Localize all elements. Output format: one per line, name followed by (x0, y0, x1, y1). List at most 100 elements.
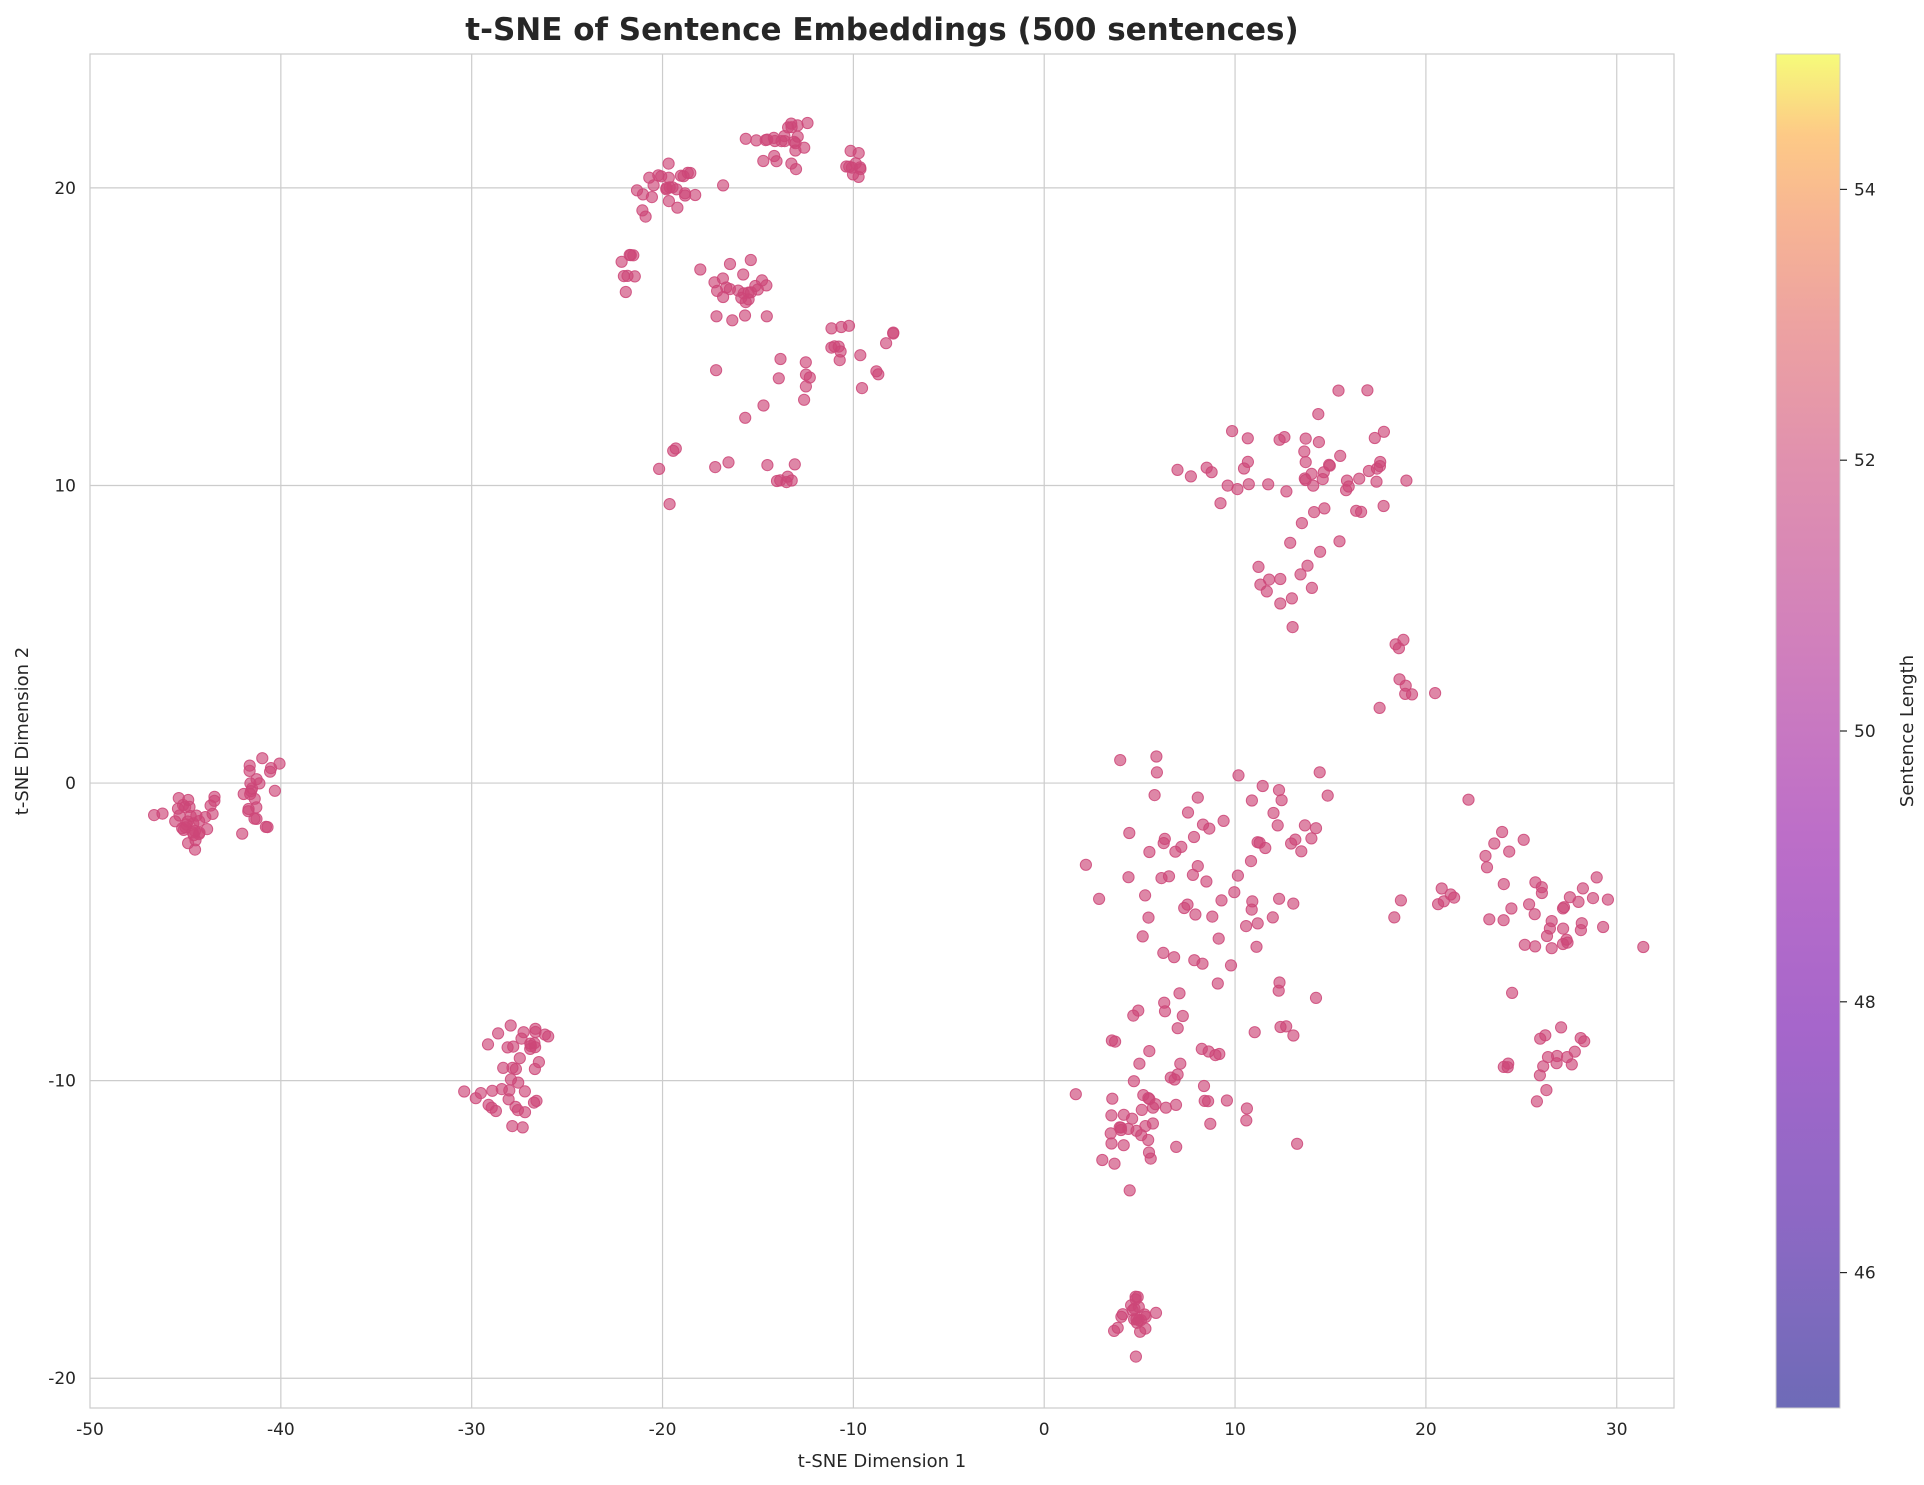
scatter-point (1637, 940, 1650, 954)
scatter-point (619, 285, 632, 299)
scatter-point (481, 1038, 495, 1051)
scatter-point (1518, 938, 1531, 951)
scatter-point (1397, 633, 1410, 647)
scatter-point (1497, 878, 1510, 891)
scatter-point (1205, 466, 1218, 479)
data-points (148, 116, 1650, 1363)
scatter-point (1377, 499, 1390, 513)
scatter-point (761, 133, 774, 146)
scatter-point (1497, 914, 1510, 927)
scatter-point (1543, 922, 1557, 935)
scatter-point (1251, 836, 1264, 849)
scatter-point (1186, 868, 1200, 882)
scatter-point (1142, 911, 1155, 924)
scatter-point (1534, 1032, 1547, 1045)
scatter-point (854, 163, 867, 176)
scatter-point (1212, 932, 1225, 945)
scatter-point (1133, 1057, 1146, 1070)
scatter-point (1252, 560, 1265, 574)
scatter-point (1557, 922, 1570, 935)
scatter-point (517, 1026, 530, 1039)
scatter-point (1129, 1350, 1143, 1363)
scatter-point (1280, 485, 1293, 498)
scatter-point (1127, 1075, 1141, 1088)
scatter-point (639, 210, 652, 223)
scatter-point (1368, 431, 1381, 445)
scatter-point (1528, 908, 1541, 921)
scatter-point (243, 759, 256, 772)
scatter-point (726, 314, 739, 327)
scatter-point (237, 787, 250, 801)
scatter-point (1136, 930, 1149, 943)
scatter-point (872, 368, 885, 381)
scatter-point (516, 1121, 529, 1134)
scatter-point (1250, 940, 1263, 953)
scatter-point (1301, 559, 1314, 572)
scatter-point (1256, 779, 1269, 793)
scatter-point (689, 188, 702, 202)
scatter-point (855, 382, 869, 395)
scatter-point (1334, 449, 1347, 462)
scatter-point (1146, 1117, 1160, 1130)
scatter-point (798, 393, 811, 406)
y-tick-label: 0 (65, 774, 76, 794)
scatter-point (887, 327, 900, 340)
scatter-point (1111, 1321, 1124, 1334)
scatter-point (1242, 478, 1255, 491)
plot-frame (89, 53, 1675, 1409)
scatter-point (615, 255, 628, 268)
scatter-point (474, 1087, 487, 1100)
scatter-point (652, 169, 665, 182)
scatter-point (711, 284, 724, 297)
scatter-point (1171, 463, 1184, 476)
scatter-point (458, 1085, 471, 1098)
scatter-point (669, 442, 682, 455)
scatter-point (1169, 1098, 1183, 1112)
scatter-point (1313, 766, 1326, 779)
scatter-point (1576, 882, 1590, 895)
scatter-point (1122, 871, 1135, 884)
scatter-point (772, 372, 785, 385)
scatter-point (1155, 872, 1168, 885)
scatter-point (663, 498, 676, 511)
scatter-point (828, 340, 841, 353)
scatter-point (799, 380, 813, 393)
scatter-point (1318, 502, 1331, 515)
scatter-point (1272, 984, 1285, 997)
scatter-point (788, 135, 801, 148)
x-tick-label: 30 (1606, 1420, 1628, 1440)
scatter-point (250, 812, 263, 826)
scatter-point (799, 368, 813, 381)
scatter-point (204, 799, 217, 812)
scatter-point (1248, 1026, 1261, 1039)
scatter-point (1540, 1084, 1553, 1097)
scatter-point (501, 1041, 514, 1054)
scatter-point (1150, 750, 1163, 763)
scatter-point (1309, 822, 1323, 835)
scatter-point (518, 1085, 532, 1098)
scatter-point (1432, 898, 1445, 911)
scatter-point (1309, 991, 1323, 1005)
scatter-point (1530, 1095, 1544, 1108)
scatter-point (1184, 470, 1198, 483)
scatter-point (717, 179, 730, 192)
scatter-point (662, 195, 676, 208)
scatter-point (1299, 456, 1312, 469)
scatter-point (169, 815, 182, 828)
scatter-point (1448, 891, 1461, 904)
scatter-point (1377, 425, 1391, 438)
colorbar-tick-label: 46 (1854, 1264, 1876, 1284)
scatter-point (1295, 517, 1309, 530)
scatter-point (1429, 687, 1442, 700)
scatter-point (739, 132, 752, 145)
scatter-point (774, 352, 787, 366)
scatter-point (1204, 1117, 1217, 1130)
scatter-point (1286, 621, 1299, 634)
scatter-point (1295, 845, 1308, 858)
colorbar-tick-label: 54 (1854, 180, 1876, 200)
scatter-point (1305, 581, 1319, 595)
scatter-point (1353, 472, 1366, 485)
colorbar-tick-label: 48 (1854, 993, 1876, 1013)
scatter-point (497, 1061, 510, 1075)
scatter-point (264, 762, 278, 775)
